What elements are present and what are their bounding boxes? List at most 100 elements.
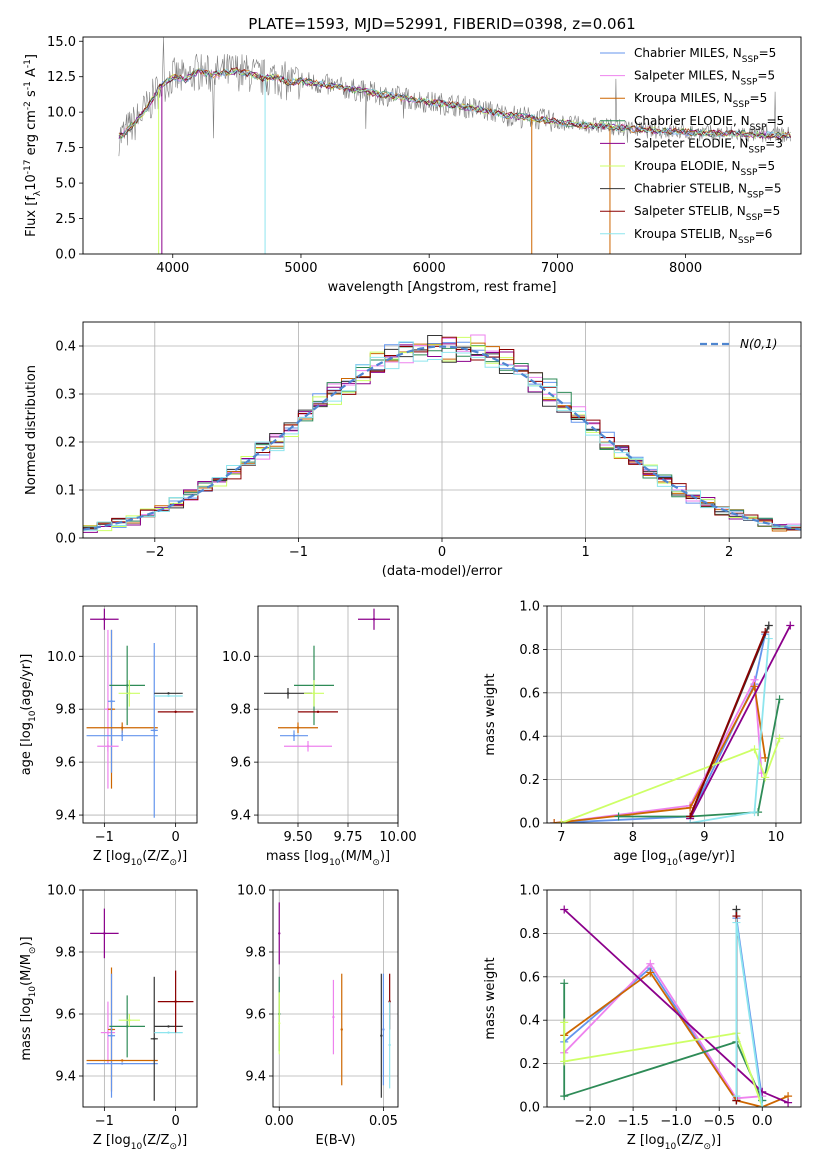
x-tick-label: −2.0 — [574, 1114, 606, 1129]
y-tick-label: 10.0 — [47, 650, 76, 665]
y-tick-label: 0.0 — [55, 532, 76, 547]
point-marker — [560, 905, 569, 914]
x-axis-label: E(B-V) — [315, 1133, 355, 1148]
y-tick-label: 1.0 — [519, 600, 540, 615]
point-marker — [775, 734, 784, 743]
axes-frame — [82, 321, 802, 539]
model-spectrum-line — [118, 67, 792, 139]
axes-frame — [82, 889, 198, 1108]
x-tick-label: 4000 — [156, 261, 189, 276]
gaussian-curve — [83, 345, 801, 531]
y-tick-label: 9.4 — [55, 809, 76, 824]
x-tick-label: 10.00 — [379, 830, 416, 845]
x-tick-label: 10 — [768, 830, 785, 845]
y-axis-label: age [log10(age/yr)] — [19, 654, 38, 776]
data-point — [120, 734, 124, 737]
y-tick-label: 0.4 — [519, 1014, 540, 1029]
x-tick-label: −1 — [95, 1114, 114, 1129]
x-tick-label: 0.05 — [369, 1114, 398, 1129]
errorbar-group — [86, 908, 194, 1101]
x-tick-label: 8 — [629, 830, 637, 845]
y-tick-label: 0.6 — [519, 970, 540, 985]
data-point — [153, 1037, 156, 1041]
x-tick-label: 1 — [581, 545, 589, 560]
y-axis-label: Normed distribution — [24, 365, 39, 495]
x-tick-label: −0.5 — [703, 1114, 735, 1129]
data-point — [340, 1028, 343, 1031]
y-tick-label: 10.0 — [222, 650, 251, 665]
series-line — [563, 918, 764, 1104]
y-tick-label: 9.4 — [55, 1070, 76, 1085]
point-marker — [560, 1092, 569, 1101]
data-point — [278, 1022, 281, 1025]
x-tick-label: 6000 — [413, 261, 446, 276]
errorbar-group — [264, 608, 390, 752]
data-point — [316, 710, 320, 714]
legend-label: Kroupa STELIB, NSSP=6 — [634, 227, 772, 246]
y-tick-label: 15.0 — [47, 35, 76, 50]
x-tick-label: 8000 — [669, 261, 702, 276]
x-tick-label: −2 — [145, 545, 164, 560]
data-point — [106, 1031, 110, 1034]
x-axis-label: Z [log10(Z/Z⊙)] — [93, 1133, 187, 1152]
y-tick-label: 7.5 — [55, 141, 76, 156]
data-point — [278, 932, 281, 935]
legend-label: Chabrier MILES, NSSP=5 — [634, 46, 776, 65]
model-spectrum-line — [118, 68, 791, 140]
data-point — [382, 1028, 385, 1031]
y-tick-label: 0.6 — [519, 686, 540, 701]
x-axis-label: wavelength [Angstrom, rest frame] — [328, 280, 557, 295]
data-point — [120, 1062, 124, 1065]
series-line — [554, 683, 767, 823]
x-tick-label: 5000 — [284, 261, 317, 276]
histogram-step-line — [83, 341, 801, 531]
point-marker — [764, 621, 773, 630]
series-line — [618, 699, 781, 818]
data-point — [110, 700, 113, 703]
axes-frame — [82, 605, 198, 824]
y-tick-label: 0.0 — [519, 1101, 540, 1116]
x-tick-label: −1 — [95, 830, 114, 845]
x-axis-label: Z [log10(Z/Z⊙)] — [93, 849, 187, 868]
x-tick-label: −1.0 — [660, 1114, 692, 1129]
y-tick-label: 0.1 — [55, 484, 76, 499]
series-line — [554, 676, 763, 823]
data-point — [125, 1025, 129, 1028]
point-marker — [560, 1057, 569, 1066]
y-tick-label: 9.8 — [55, 946, 76, 961]
y-tick-label: 2.5 — [55, 212, 76, 227]
y-tick-label: 0.3 — [55, 388, 76, 403]
axes-frame — [82, 36, 802, 255]
data-point — [388, 1043, 391, 1047]
x-tick-label: 7 — [557, 830, 565, 845]
spectrum-group — [118, 37, 792, 254]
y-tick-label: 9.8 — [230, 703, 251, 718]
x-axis-label: age [log10(age/yr)] — [613, 849, 735, 868]
data-point — [167, 1031, 170, 1034]
data-point — [125, 684, 129, 687]
data-point — [128, 692, 131, 695]
x-tick-label: 7000 — [541, 261, 574, 276]
model-spectrum-line — [118, 68, 792, 140]
series-line — [689, 625, 792, 820]
y-tick-label: 0.8 — [519, 643, 540, 658]
line-group — [550, 621, 795, 823]
data-point — [174, 710, 177, 714]
data-point — [296, 726, 300, 729]
y-tick-label: 0.4 — [519, 730, 540, 745]
y-tick-label: 9.6 — [55, 1008, 76, 1023]
y-tick-label: 1.0 — [519, 884, 540, 899]
point-marker — [646, 959, 655, 968]
x-tick-label: −1.5 — [617, 1114, 649, 1129]
data-point — [110, 1034, 113, 1037]
y-axis-label: mass weight — [483, 957, 498, 1039]
y-tick-label: 9.4 — [245, 1070, 266, 1085]
x-tick-label: 9 — [700, 830, 708, 845]
y-tick-label: 10.0 — [47, 106, 76, 121]
data-point — [312, 692, 316, 695]
data-point — [167, 692, 170, 695]
data-point — [306, 745, 310, 748]
axes-frame — [546, 605, 802, 824]
axes-frame — [272, 889, 399, 1108]
histogram-step-line — [83, 336, 801, 530]
